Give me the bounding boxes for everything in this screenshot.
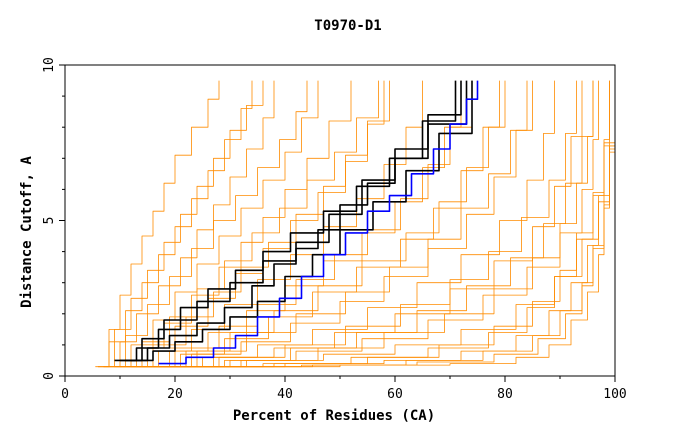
series-line-background-18 — [208, 80, 616, 368]
series-line-background-26 — [98, 80, 264, 368]
series-line-background-17 — [197, 80, 616, 368]
series-layer — [95, 80, 616, 368]
series-line-background-1 — [95, 80, 220, 368]
series-line-background-25 — [180, 80, 610, 368]
x-tick-label: 100 — [603, 387, 626, 402]
series-line-background-4 — [109, 80, 319, 368]
x-tick-label: 0 — [61, 387, 69, 402]
series-line-background-5 — [114, 80, 352, 368]
series-line-background-19 — [103, 80, 308, 368]
y-tick-label: 10 — [42, 57, 57, 73]
series-line-background-10 — [142, 80, 533, 368]
y-tick-label: 5 — [42, 217, 57, 225]
x-tick-label: 40 — [277, 387, 293, 402]
series-line-background-30 — [191, 80, 616, 368]
series-line-background-9 — [136, 80, 500, 368]
x-tick-label: 80 — [497, 387, 513, 402]
series-line-background-16 — [186, 80, 616, 368]
series-line-background-14 — [169, 80, 616, 368]
chart-title: T0970-D1 — [314, 18, 381, 34]
series-line-background-7 — [125, 80, 423, 368]
y-tick-label: 0 — [42, 372, 57, 380]
series-line-background-13 — [158, 80, 599, 368]
x-tick-label: 20 — [167, 387, 183, 402]
series-line-background-11 — [147, 80, 555, 368]
series-line-background-22 — [142, 80, 528, 368]
series-line-background-28 — [136, 80, 506, 368]
series-line-background-6 — [120, 80, 385, 368]
series-line-background-27 — [114, 80, 379, 368]
series-line-highlighted-model-3 — [125, 80, 468, 362]
series-line-reference-model — [158, 80, 479, 365]
series-line-background-20 — [120, 80, 390, 368]
series-line-background-23 — [153, 80, 577, 368]
series-line-highlighted-model-4 — [131, 80, 473, 362]
x-axis-label: Percent of Residues (CA) — [233, 408, 435, 424]
y-axis-label: Distance Cutoff, A — [19, 156, 35, 308]
series-line-background-3 — [103, 80, 275, 368]
series-line-highlighted-model-2 — [114, 80, 457, 362]
series-line-background-15 — [175, 80, 610, 368]
series-line-background-2 — [98, 80, 253, 368]
axis-layer: 0 20 40 60 80 100 0 5 10 — [42, 57, 627, 402]
series-line-background-29 — [158, 80, 594, 368]
series-line-background-24 — [164, 80, 594, 368]
x-tick-label: 60 — [387, 387, 403, 402]
